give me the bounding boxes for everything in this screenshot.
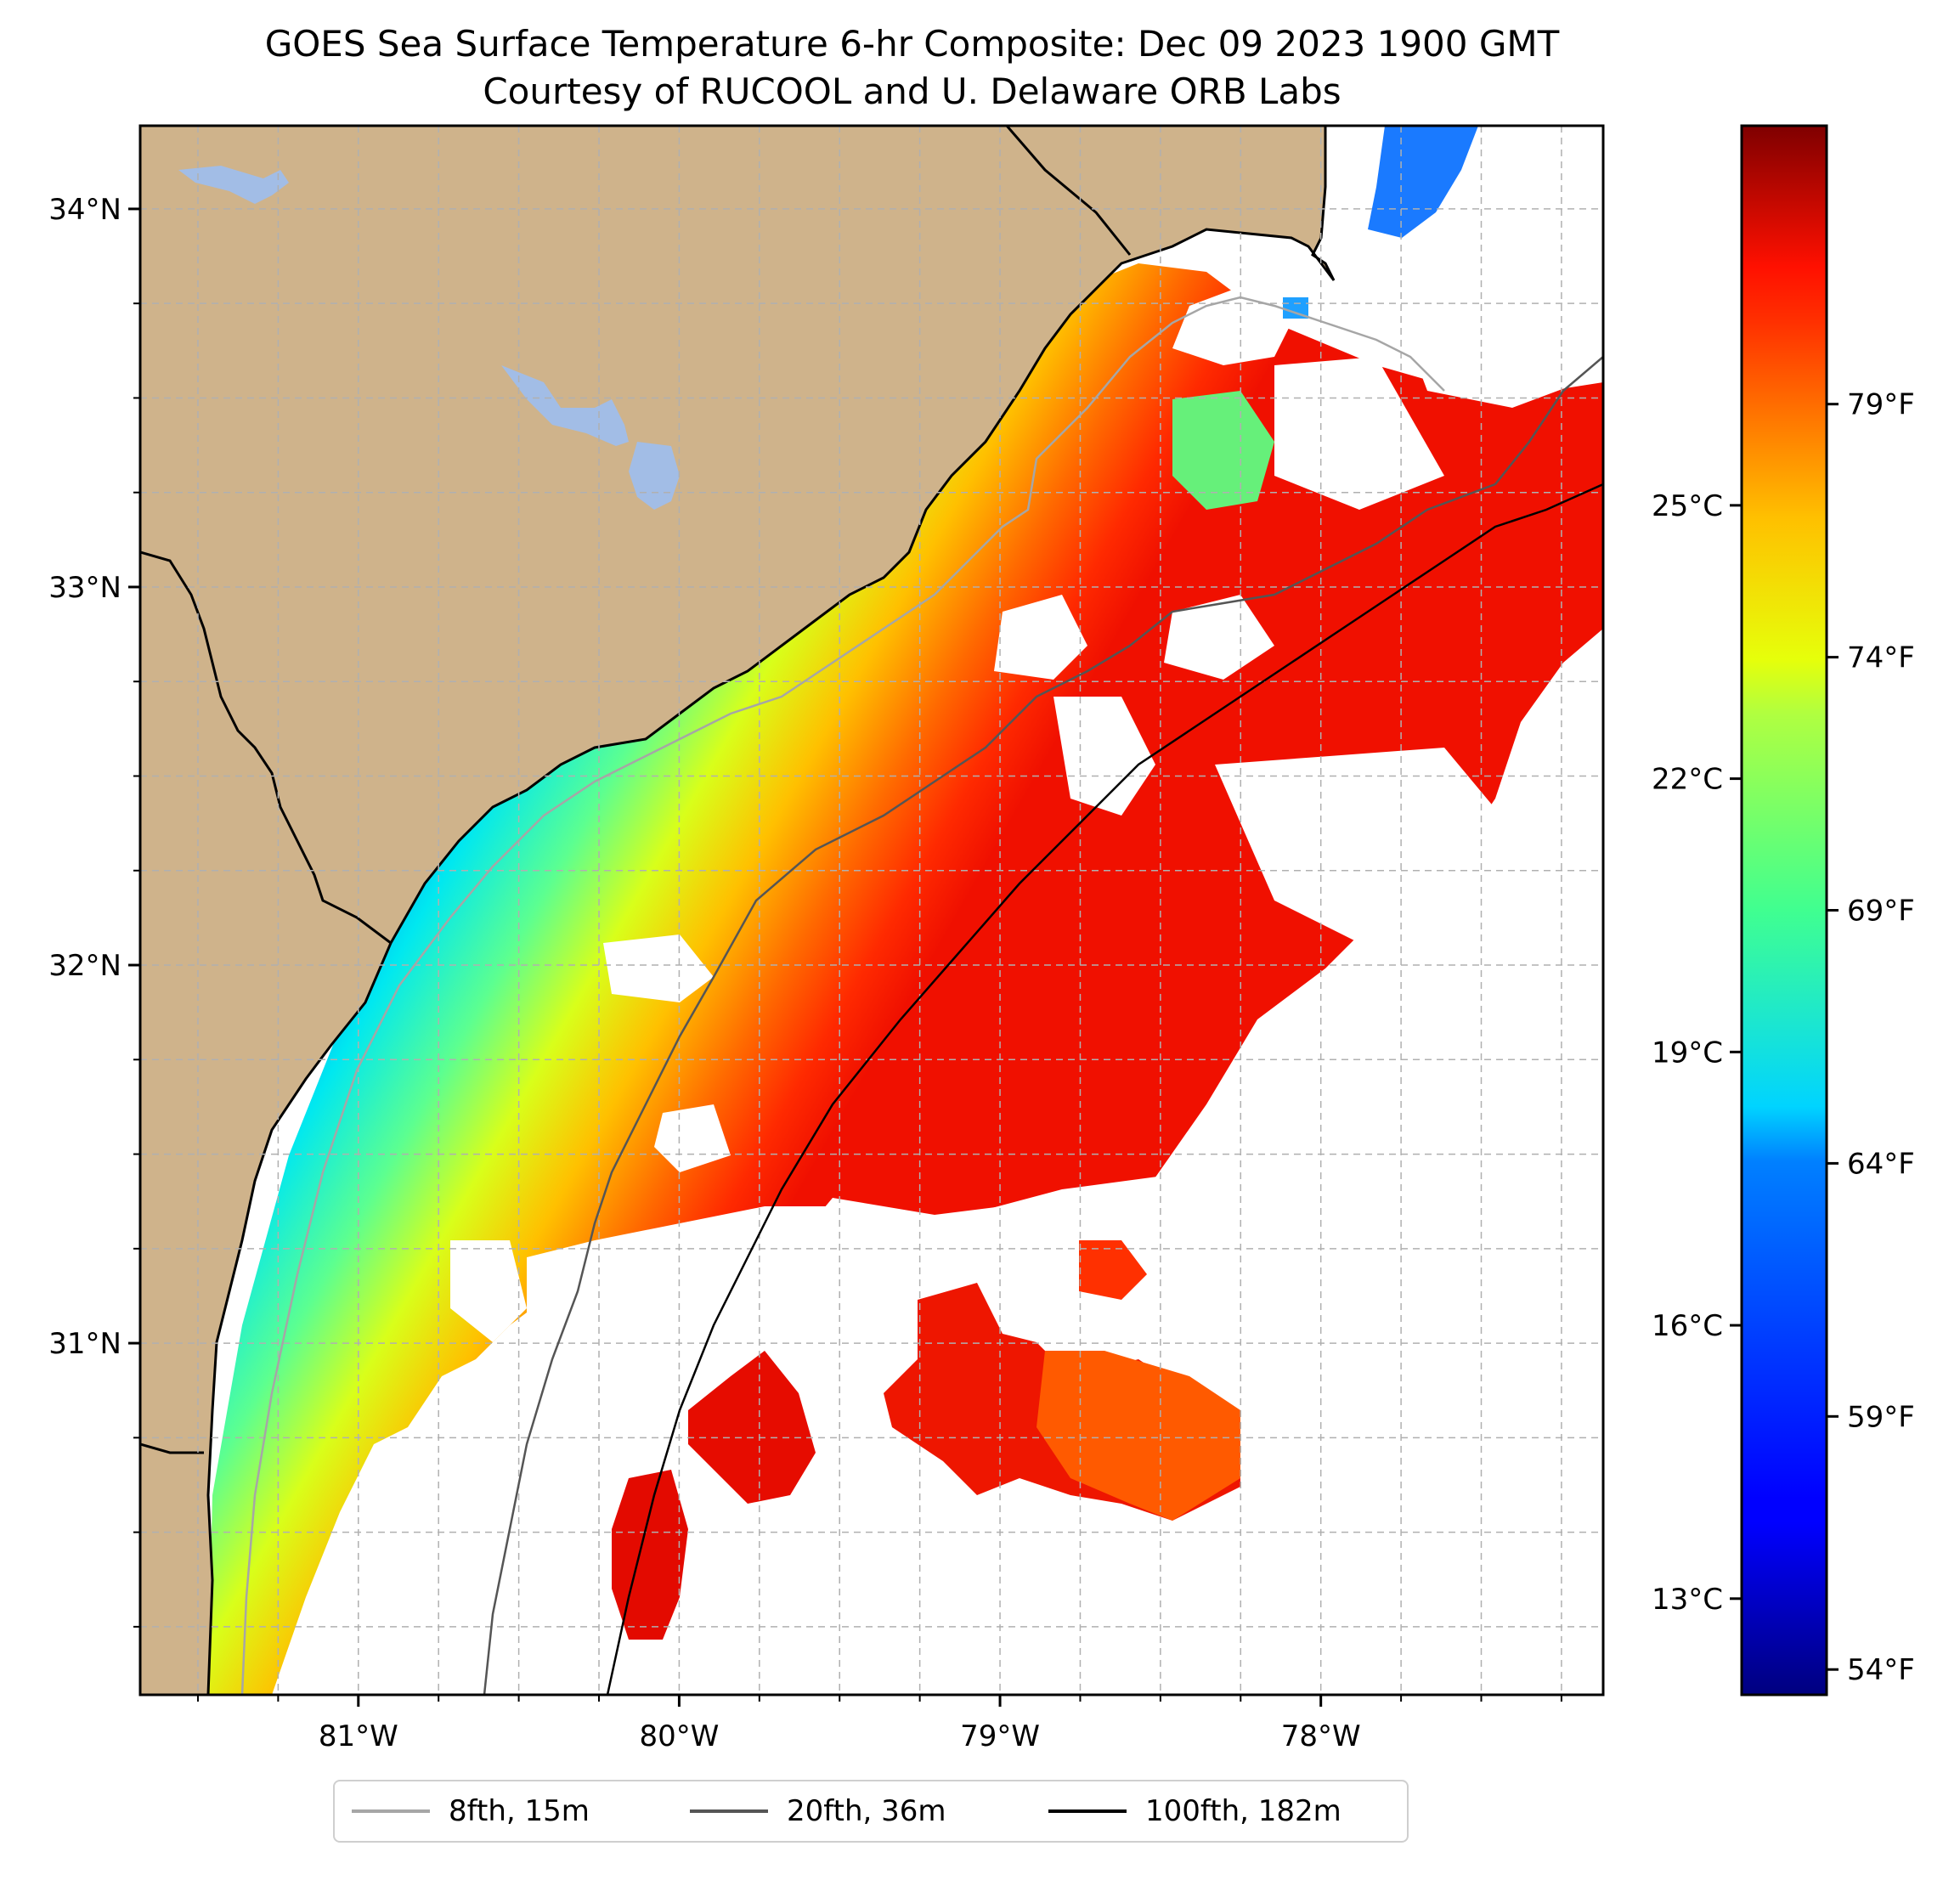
chart-title: GOES Sea Surface Temperature 6-hr Compos… bbox=[264, 23, 1560, 65]
land bbox=[140, 126, 1336, 1695]
colorbar-c-label: 19°C bbox=[1652, 1036, 1723, 1070]
lon-tick-label: 81°W bbox=[319, 1719, 398, 1753]
legend-line-100fth bbox=[1048, 1809, 1127, 1813]
legend-line-8fth bbox=[352, 1809, 430, 1813]
lat-tick-label: 32°N bbox=[48, 949, 121, 983]
legend-label-8fth: 8fth, 15m bbox=[449, 1794, 590, 1828]
colorbar-c-label: 22°C bbox=[1652, 763, 1723, 797]
cloud-gaps bbox=[450, 280, 1603, 1695]
colorbar-ticks: 79°F 74°F 69°F 64°F 59°F 54°F 25°C 22°C 19°C 16°C… bbox=[1652, 388, 1915, 1688]
lon-tick-label: 78°W bbox=[1281, 1719, 1361, 1753]
lat-tick-label: 31°N bbox=[48, 1327, 121, 1361]
gridlines bbox=[140, 126, 1603, 1695]
lat-tick-label: 34°N bbox=[48, 193, 121, 227]
lon-tick-label: 80°W bbox=[639, 1719, 719, 1753]
legend-label-100fth: 100fth, 182m bbox=[1145, 1794, 1341, 1828]
colorbar-f-label: 54°F bbox=[1847, 1653, 1915, 1687]
chart-subtitle: Courtesy of RUCOOL and U. Delaware ORB L… bbox=[483, 71, 1341, 112]
axis-ticks: 81°W 80°W 79°W 78°W 34°N 33°N 32°N 31°N bbox=[48, 193, 1562, 1753]
isobaths bbox=[240, 296, 1603, 1695]
isobath-8fth bbox=[240, 296, 1445, 1695]
colorbar-f-label: 69°F bbox=[1847, 895, 1915, 929]
colorbar bbox=[1740, 124, 1828, 1697]
map-frame bbox=[138, 124, 1605, 1697]
legend: 8fth, 15m 20fth, 36m 100fth, 182m bbox=[333, 1780, 1409, 1843]
colorbar-c-label: 13°C bbox=[1652, 1583, 1723, 1617]
legend-item-8fth: 8fth, 15m bbox=[352, 1781, 590, 1841]
isobath-20fth bbox=[483, 356, 1603, 1695]
colorbar-f-label: 59°F bbox=[1847, 1400, 1915, 1434]
colorbar-f-label: 64°F bbox=[1847, 1147, 1915, 1181]
offshore-warm-patches bbox=[140, 126, 1478, 1695]
colorbar-f-label: 79°F bbox=[1847, 388, 1915, 422]
state-borders bbox=[140, 126, 1132, 1454]
legend-item-20fth: 20fth, 36m bbox=[690, 1781, 946, 1841]
isobath-100fth bbox=[606, 483, 1603, 1695]
legend-line-20fth bbox=[690, 1809, 768, 1813]
legend-label-20fth: 20fth, 36m bbox=[787, 1794, 946, 1828]
lat-tick-label: 33°N bbox=[48, 571, 121, 605]
colorbar-c-label: 25°C bbox=[1652, 489, 1723, 523]
lon-tick-label: 79°W bbox=[960, 1719, 1040, 1753]
colorbar-f-label: 74°F bbox=[1847, 641, 1915, 675]
colorbar-c-label: 16°C bbox=[1652, 1309, 1723, 1343]
legend-item-100fth: 100fth, 182m bbox=[1048, 1781, 1341, 1841]
